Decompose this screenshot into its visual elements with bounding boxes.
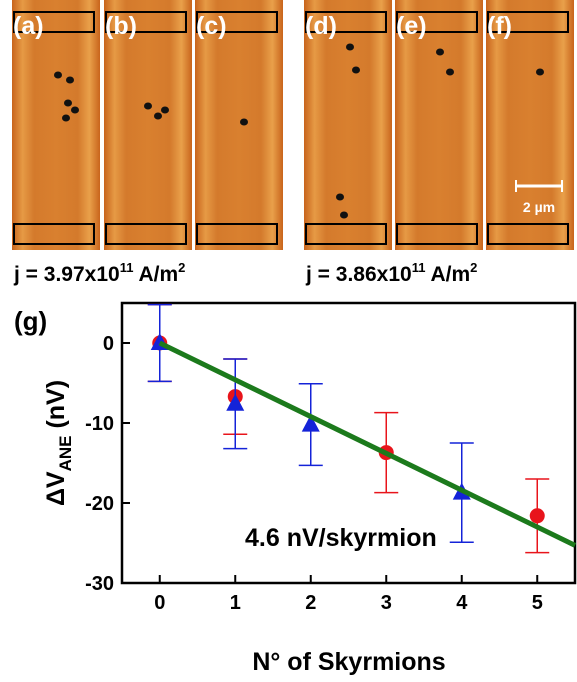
skyrmion bbox=[346, 43, 354, 51]
image-panel bbox=[104, 0, 192, 250]
image-panel bbox=[395, 0, 483, 250]
electrode-box bbox=[105, 11, 187, 33]
data-point bbox=[529, 508, 545, 524]
x-tick-label: 5 bbox=[532, 592, 543, 614]
skyrmion bbox=[336, 193, 344, 201]
panel-label: (c) bbox=[196, 12, 227, 40]
skyrmion bbox=[154, 112, 162, 120]
y-tick-label: -10 bbox=[85, 413, 114, 435]
y-axis-label: ΔVANE (nV) bbox=[42, 380, 75, 506]
panel-label: (a) bbox=[13, 12, 44, 40]
electrode-box bbox=[396, 223, 478, 245]
electrode-box bbox=[487, 11, 569, 33]
data-point bbox=[301, 414, 320, 432]
image-panel bbox=[486, 0, 574, 250]
skyrmion bbox=[71, 106, 79, 114]
panel-label: (b) bbox=[105, 12, 137, 40]
skyrmion bbox=[64, 99, 72, 107]
electrode-box bbox=[13, 223, 95, 245]
microscopy-images: (a) (b) (c) (d) (e) (f) bbox=[12, 0, 574, 250]
current-label: j = 3.97x1011 A/m2 bbox=[13, 260, 185, 286]
x-tick-label: 1 bbox=[230, 592, 241, 614]
electrode-box bbox=[13, 11, 95, 33]
skyrmion bbox=[536, 68, 544, 76]
skyrmion bbox=[144, 102, 152, 110]
skyrmion bbox=[340, 211, 348, 219]
chart-annotation: 4.6 nV/skyrmion bbox=[245, 524, 437, 552]
x-tick-label: 3 bbox=[381, 592, 392, 614]
skyrmion bbox=[352, 66, 360, 74]
electrode-box bbox=[305, 223, 387, 245]
skyrmion bbox=[54, 71, 62, 79]
electrode-box bbox=[487, 223, 569, 245]
y-tick-label: -20 bbox=[85, 493, 114, 515]
skyrmion bbox=[446, 68, 454, 76]
image-panel bbox=[12, 0, 100, 250]
image-panel bbox=[195, 0, 283, 250]
x-tick-label: 4 bbox=[456, 592, 468, 614]
y-tick-label: 0 bbox=[103, 333, 114, 355]
fit-line bbox=[158, 340, 577, 548]
panel-label: (f) bbox=[487, 12, 512, 40]
image-panel bbox=[304, 0, 392, 250]
electrode-box bbox=[396, 11, 478, 33]
plot: 0 1 2 3 4 5 -30 -20 -10 0 bbox=[85, 301, 577, 614]
skyrmion bbox=[62, 114, 70, 122]
electrode-box bbox=[305, 11, 387, 33]
panel-label: (e) bbox=[396, 12, 427, 40]
scale-bar-label: 2 µm bbox=[523, 199, 555, 215]
skyrmion bbox=[66, 76, 74, 84]
x-tick-label: 0 bbox=[154, 592, 165, 614]
electrode-box bbox=[196, 223, 278, 245]
electrode-box bbox=[196, 11, 278, 33]
current-label: j = 3.86x1011 A/m2 bbox=[305, 260, 477, 286]
x-tick-label: 2 bbox=[305, 592, 316, 614]
data-point bbox=[226, 393, 245, 411]
electrode-box bbox=[105, 223, 187, 245]
skyrmion bbox=[240, 118, 248, 126]
plot-frame bbox=[120, 301, 577, 585]
panel-label: (g) bbox=[14, 306, 47, 336]
x-axis-label: N° of Skyrmions bbox=[252, 648, 445, 676]
skyrmion bbox=[161, 106, 169, 114]
panel-label: (d) bbox=[305, 12, 337, 40]
y-tick-label: -30 bbox=[85, 573, 114, 595]
skyrmion bbox=[436, 48, 444, 56]
